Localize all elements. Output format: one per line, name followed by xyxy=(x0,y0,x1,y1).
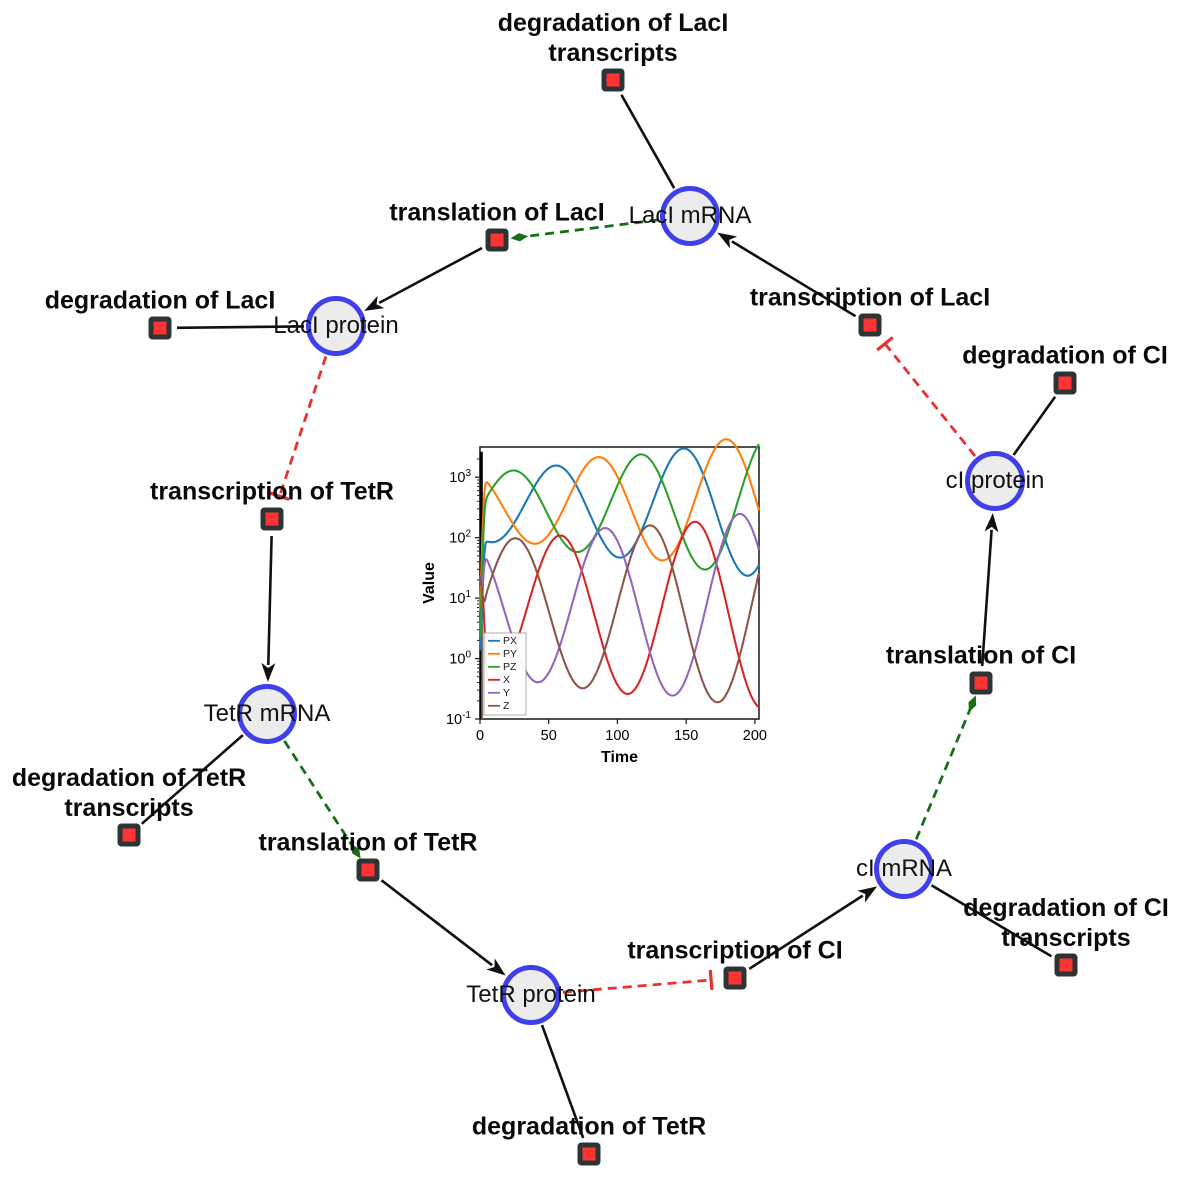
svg-text:100: 100 xyxy=(605,728,629,744)
svg-text:PY: PY xyxy=(503,648,517,660)
svg-text:Z: Z xyxy=(503,700,510,712)
svg-text:102: 102 xyxy=(449,529,471,547)
svg-text:100: 100 xyxy=(449,650,471,668)
svg-text:Y: Y xyxy=(503,687,510,699)
svg-text:50: 50 xyxy=(541,728,557,744)
svg-text:101: 101 xyxy=(449,589,471,607)
svg-text:200: 200 xyxy=(743,728,767,744)
svg-text:Value: Value xyxy=(421,562,438,604)
svg-text:103: 103 xyxy=(449,468,471,486)
svg-text:PX: PX xyxy=(503,635,517,647)
svg-text:PZ: PZ xyxy=(503,661,517,673)
svg-text:150: 150 xyxy=(674,728,698,744)
svg-text:10-1: 10-1 xyxy=(446,710,471,728)
svg-text:X: X xyxy=(503,674,510,686)
svg-text:Time: Time xyxy=(601,749,638,766)
svg-text:0: 0 xyxy=(476,728,484,744)
